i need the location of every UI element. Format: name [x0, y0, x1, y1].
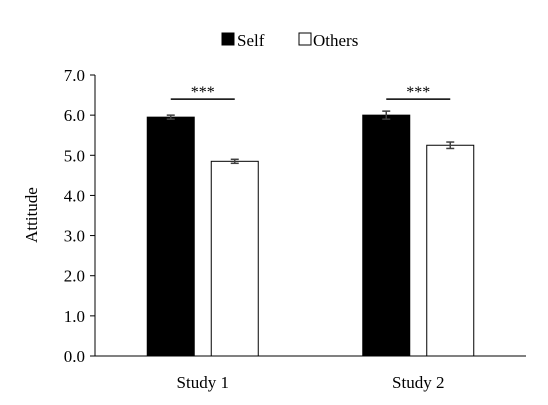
- bar-others-1: [210, 160, 259, 357]
- x-axis-labels: Study 1 Study 2: [177, 373, 445, 392]
- y-tick-label: 7.0: [64, 66, 85, 85]
- legend-swatch-others: [298, 32, 312, 46]
- axes: [94, 75, 526, 357]
- bars: *** ***: [146, 84, 475, 357]
- bar-self-2: [362, 114, 411, 357]
- legend-swatch-self: [221, 32, 235, 46]
- legend-label-others: Others: [313, 31, 358, 50]
- y-tick-label: 5.0: [64, 146, 85, 165]
- legend: Self Others: [221, 31, 358, 50]
- y-tick-label: 2.0: [64, 267, 85, 286]
- y-tick-label: 6.0: [64, 106, 85, 125]
- y-tick-label: 1.0: [64, 307, 85, 326]
- significance-label: ***: [406, 84, 430, 101]
- x-tick-label: Study 2: [392, 373, 444, 392]
- y-tick-label: 3.0: [64, 227, 85, 246]
- y-tick-label: 4.0: [64, 186, 85, 205]
- bar-others-2: [426, 144, 475, 357]
- legend-label-self: Self: [237, 31, 265, 50]
- x-tick-label: Study 1: [177, 373, 229, 392]
- bar-self-1: [146, 116, 195, 357]
- y-tick-label: 0.0: [64, 347, 85, 366]
- y-axis-label: Attitude: [22, 187, 41, 243]
- significance-label: ***: [191, 84, 215, 101]
- y-axis-ticks: 0.0 1.0 2.0 3.0 4.0 5.0 6.0 7.0: [64, 66, 95, 366]
